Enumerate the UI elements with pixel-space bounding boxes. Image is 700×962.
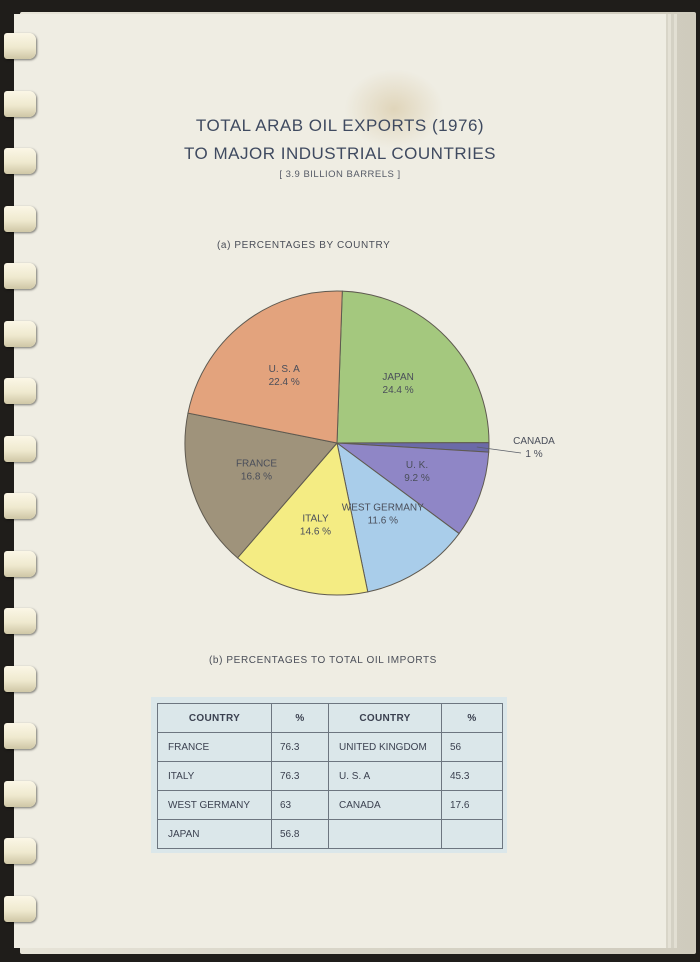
pie-labels: JAPAN 24.4 % CANADA 1 % U. K. 9.2 % WEST GERMA… — [236, 364, 555, 537]
binding-ring — [4, 378, 36, 404]
table-row: ITALY 76.3 U. S. A 45.3 — [157, 761, 503, 791]
pie-slice-italy — [236, 441, 369, 596]
table-cell: WEST GERMANY — [157, 790, 272, 820]
binding-ring — [4, 780, 36, 807]
table-cell: UNITED KINGDOM — [328, 732, 442, 762]
slice-value-label: 1 % — [525, 449, 542, 460]
table-cell: 76.3 — [271, 732, 329, 762]
column-header-percent-2: % — [441, 703, 503, 733]
table-cell: U. S. A — [328, 761, 442, 791]
binding-ring — [4, 550, 36, 577]
section-b-label: (b) PERCENTAGES TO TOTAL OIL IMPORTS — [209, 655, 437, 666]
table-cell: 56 — [441, 732, 503, 762]
table-cell: ITALY — [157, 761, 272, 791]
slice-label: WEST GERMANY — [342, 503, 424, 514]
binding-ring — [4, 205, 36, 232]
table-cell: JAPAN — [157, 819, 272, 849]
binding-ring — [4, 320, 36, 347]
pie-slice-japan — [336, 290, 490, 444]
slice-value-label: 16.8 % — [241, 472, 272, 483]
binding-ring — [4, 90, 36, 117]
table-cell: 17.6 — [441, 790, 503, 820]
table-header-row: COUNTRY % COUNTRY % — [157, 703, 503, 733]
slice-label: ITALY — [302, 513, 329, 524]
column-header-country-2: COUNTRY — [328, 703, 442, 733]
table-cell: FRANCE — [157, 732, 272, 762]
binding-ring — [4, 493, 36, 519]
pie-slice-west-germany — [336, 441, 460, 593]
slice-value-label: 14.6 % — [300, 526, 331, 537]
table-cell: CANADA — [328, 790, 442, 820]
binding-ring — [4, 895, 36, 922]
slice-label: JAPAN — [382, 372, 414, 383]
slice-label: U. S. A — [269, 364, 300, 375]
pie-slice-france — [184, 412, 338, 559]
table-row: FRANCE 76.3 UNITED KINGDOM 56 — [157, 732, 503, 762]
slice-value-label: 9.2 % — [404, 473, 430, 484]
pie-slices — [184, 290, 490, 596]
imports-table: COUNTRY % COUNTRY % FRANCE 76.3 UNITED K… — [157, 703, 503, 849]
pie-slice-u-k — [335, 442, 490, 535]
slice-value-label: 24.4 % — [383, 385, 414, 396]
table-cell: 76.3 — [271, 761, 329, 791]
binding-ring — [4, 608, 36, 634]
binding-ring — [4, 148, 36, 174]
table-row: WEST GERMANY 63 CANADA 17.6 — [157, 790, 503, 820]
slice-label: U. K. — [406, 460, 428, 471]
pie-slice-u-s-a — [187, 290, 343, 444]
slice-label: FRANCE — [236, 459, 277, 470]
binding-ring — [4, 838, 36, 864]
page-title-line-2: TO MAJOR INDUSTRIAL COUNTRIES — [183, 144, 497, 163]
binding-ring — [4, 263, 36, 289]
table-cell — [441, 819, 503, 849]
page-subtitle: [ 3.9 BILLION BARRELS ] — [279, 169, 401, 180]
table-cell: 56.8 — [271, 819, 329, 849]
slice-label: CANADA — [513, 436, 555, 447]
binding-ring — [4, 665, 36, 692]
binding-ring — [4, 435, 36, 462]
table-row: JAPAN 56.8 — [157, 819, 503, 849]
spiral-binding — [0, 0, 40, 962]
column-header-country-1: COUNTRY — [157, 703, 272, 733]
slice-value-label: 11.6 % — [368, 516, 398, 527]
table-cell: 45.3 — [441, 761, 503, 791]
table-cell: 63 — [271, 790, 329, 820]
column-header-percent-1: % — [271, 703, 329, 733]
slice-value-label: 22.4 % — [269, 377, 300, 388]
section-a-label: (a) PERCENTAGES BY COUNTRY — [217, 240, 391, 251]
leader-line — [476, 446, 522, 454]
paper-stain — [344, 69, 444, 149]
binding-ring — [4, 723, 36, 749]
table-cell — [328, 819, 442, 849]
page-title-line-1: TOTAL ARAB OIL EXPORTS (1976) — [195, 116, 485, 135]
binding-ring — [4, 33, 36, 59]
